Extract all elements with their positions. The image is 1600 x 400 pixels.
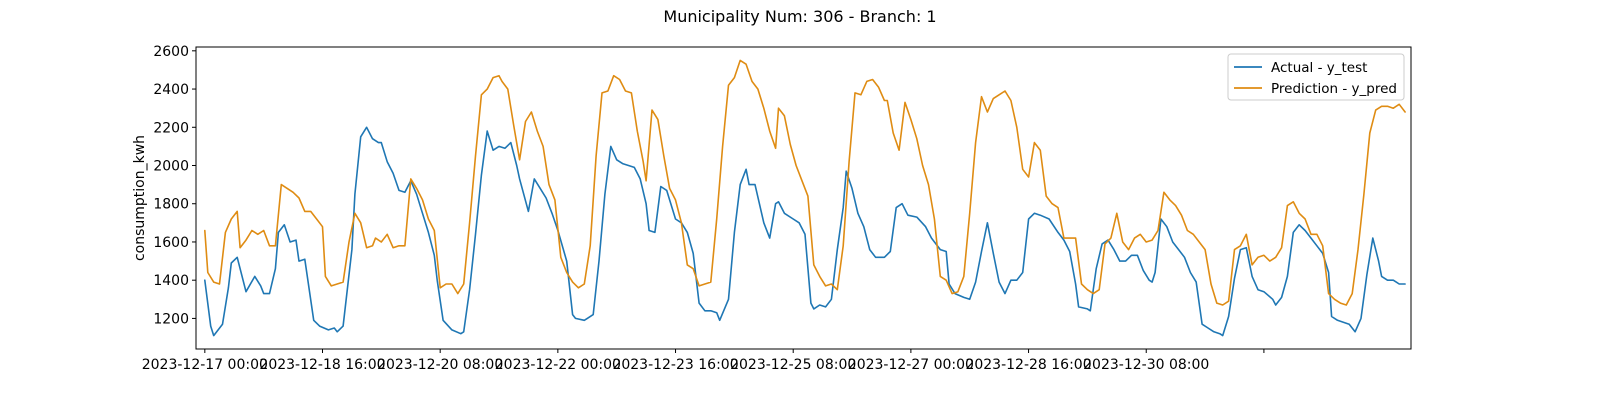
chart-title: Municipality Num: 306 - Branch: 1 (663, 7, 936, 26)
y-tick-label: 1600 (153, 235, 189, 251)
y-tick-label: 1200 (153, 311, 189, 327)
x-tick-label: 2023-12-22 00:00 (495, 357, 621, 373)
x-tick-label: 2023-12-23 16:00 (612, 357, 738, 373)
y-axis: 1200 1400 1600 1800 2000 2200 2400 2600 (153, 44, 196, 327)
x-tick-label: 2023-12-17 00:00 (142, 357, 268, 373)
y-tick-label: 2000 (153, 159, 189, 175)
x-tick-label: 2023-12-27 00:00 (848, 357, 974, 373)
plot-area (204, 59, 1406, 337)
x-tick-label: 2023-12-25 08:00 (730, 357, 856, 373)
series-line-actual (204, 126, 1406, 337)
series-line-prediction (204, 59, 1406, 306)
y-tick-label: 1800 (153, 197, 189, 213)
x-tick-label: 2023-12-30 08:00 (1083, 357, 1209, 373)
legend: Actual - y_test Prediction - y_pred (1227, 53, 1405, 101)
legend-box (1227, 53, 1405, 101)
y-tick-label: 2600 (153, 44, 189, 60)
y-axis-title: consumption_kwh (132, 135, 148, 261)
legend-label: Actual - y_test (1271, 60, 1367, 76)
y-tick-label: 2400 (153, 82, 189, 98)
y-tick-label: 1400 (153, 273, 189, 289)
x-tick-label: 2023-12-20 08:00 (377, 357, 503, 373)
y-tick-label: 2200 (153, 120, 189, 136)
x-tick-label: 2023-12-18 16:00 (259, 357, 385, 373)
axes-frame (195, 46, 1412, 350)
x-tick-label: 2023-12-28 16:00 (965, 357, 1091, 373)
legend-label: Prediction - y_pred (1271, 81, 1397, 97)
